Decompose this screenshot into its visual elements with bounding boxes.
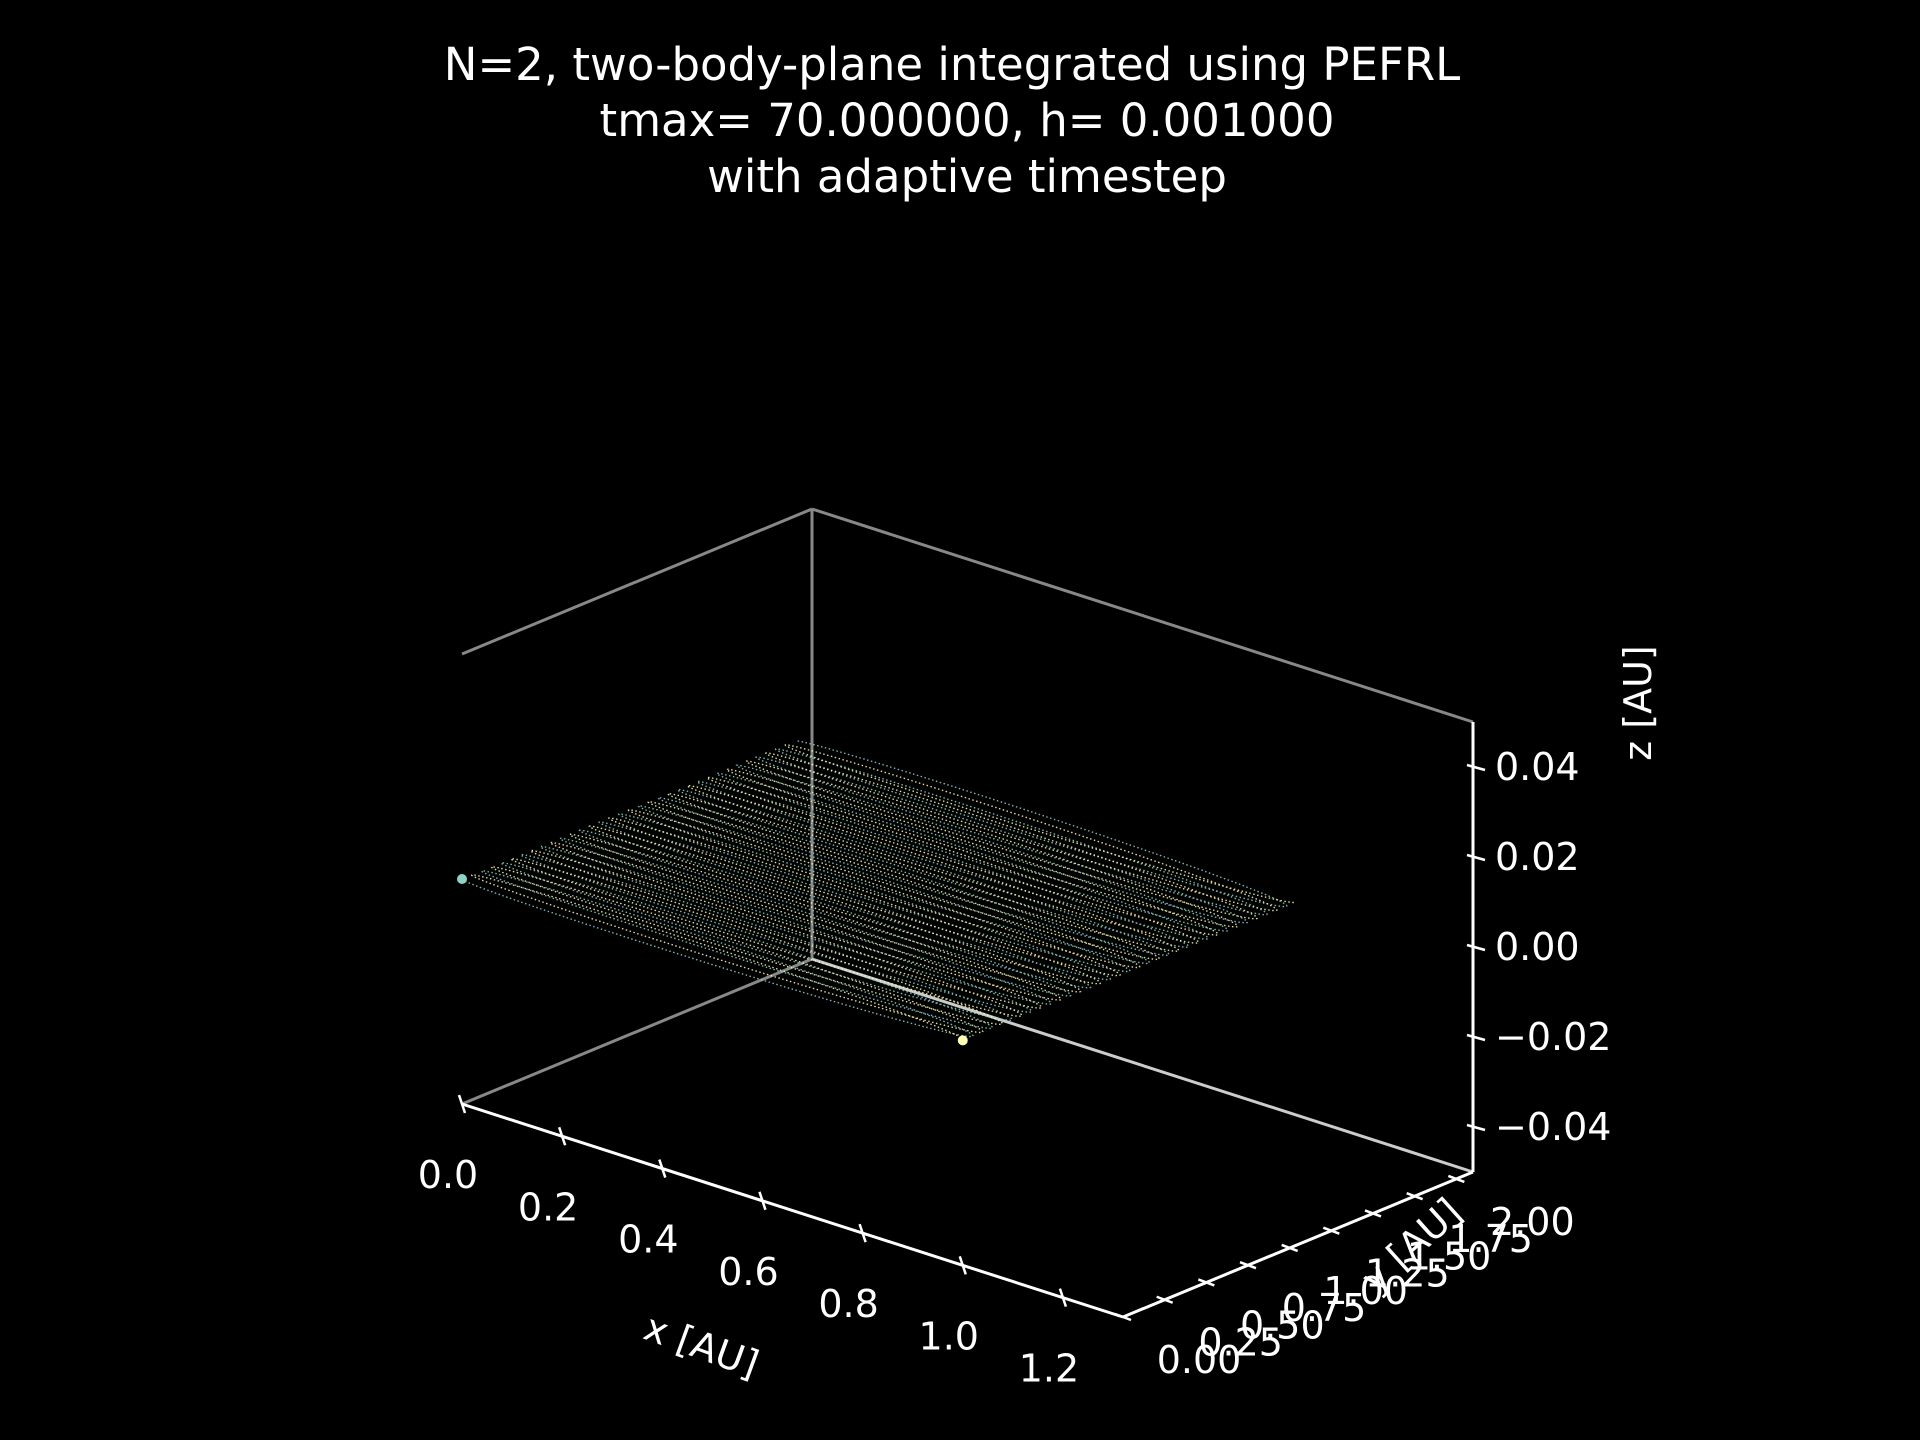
x-tick-6	[1058, 1288, 1068, 1308]
y-tick-label-0: 0.00	[1157, 1338, 1242, 1382]
y-tick-label-7: 1.75	[1448, 1217, 1533, 1261]
title-line-1: N=2, two-body-plane integrated using PEF…	[444, 38, 1460, 91]
x-tick-label-0: 0.0	[418, 1153, 478, 1197]
x-tick-2	[658, 1159, 667, 1178]
y-tick-label-1: 0.25	[1198, 1321, 1283, 1365]
pane-edge-left-top	[461, 507, 813, 656]
z-tick-0	[1466, 1123, 1486, 1132]
y-tick-label-6: 1.50	[1407, 1234, 1492, 1278]
x-tick-label-6: 1.2	[1019, 1347, 1079, 1391]
x-tick-label-1: 0.2	[518, 1185, 578, 1229]
y-tick-1	[1156, 1295, 1174, 1304]
pane-edge-floor-left	[461, 957, 813, 1106]
trajectory-series-2	[471, 744, 1297, 1041]
x-tick-label-5: 1.0	[919, 1314, 979, 1358]
z-tick-1	[1466, 1033, 1486, 1042]
trajectory-group	[457, 740, 1297, 1046]
z-tick-label-2: 0.00	[1495, 925, 1580, 969]
y-tick-label-8: 2.00	[1490, 1200, 1575, 1244]
y-tick-label-4: 1.00	[1323, 1269, 1408, 1313]
x-tick-0	[457, 1094, 467, 1114]
x-tick-3	[758, 1191, 767, 1211]
x-tick-1	[557, 1126, 567, 1146]
y-tick-2	[1197, 1278, 1215, 1287]
axes-group: 0.00.20.40.60.81.01.2 0.000.250.500.751.0…	[418, 722, 1611, 1391]
x-tick-4	[858, 1223, 867, 1243]
series-1-start-marker	[457, 874, 467, 884]
z-axis-label: z [AU]	[1616, 645, 1660, 760]
x-tick-label-4: 0.8	[818, 1282, 878, 1326]
y-tick-6	[1364, 1209, 1382, 1218]
x-axis-line	[461, 1102, 1124, 1319]
y-tick-label-5: 1.25	[1365, 1252, 1450, 1296]
y-tick-4	[1281, 1243, 1299, 1253]
z-tick-label-0: −0.04	[1495, 1105, 1611, 1149]
y-tick-5	[1322, 1226, 1340, 1235]
z-tick-4	[1466, 763, 1486, 772]
x-tick-label-3: 0.6	[718, 1250, 778, 1294]
x-tick-label-2: 0.4	[618, 1218, 678, 1262]
chart-title: N=2, two-body-plane integrated using PEF…	[444, 38, 1460, 203]
x-tick-5	[958, 1255, 967, 1275]
y-tick-7	[1406, 1191, 1424, 1201]
title-line-3: with adaptive timestep	[707, 150, 1227, 203]
y-tick-label-2: 0.50	[1240, 1303, 1325, 1347]
axis-panes	[461, 507, 1474, 1174]
z-tick-2	[1466, 943, 1486, 952]
series-2-start-marker	[957, 1035, 968, 1046]
y-tick-0	[1114, 1312, 1132, 1322]
y-tick-label-3: 0.75	[1282, 1286, 1367, 1330]
trajectory-series-1	[461, 740, 1288, 1038]
pane-edge-floor-back	[811, 957, 1474, 1174]
z-tick-label-1: −0.02	[1495, 1015, 1611, 1059]
y-tick-8	[1447, 1174, 1465, 1184]
z-tick-3	[1466, 853, 1486, 862]
z-tick-label-4: 0.04	[1495, 745, 1580, 789]
pane-edge-back-top	[811, 507, 1474, 724]
y-tick-3	[1239, 1261, 1257, 1270]
title-line-2: tmax= 70.000000, h= 0.001000	[600, 94, 1335, 147]
z-tick-label-3: 0.02	[1495, 835, 1580, 879]
